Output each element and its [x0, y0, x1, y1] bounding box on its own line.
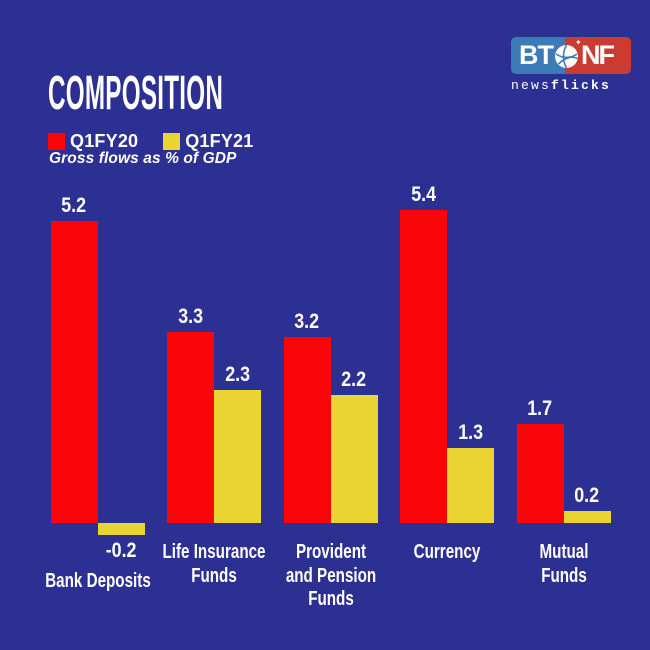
value-label-q1fy21-currency: 1.3: [458, 421, 483, 444]
legend-item-q1fy21: Q1FY21: [163, 131, 253, 152]
legend-label-q1fy20: Q1FY20: [70, 131, 139, 151]
value-label-q1fy21-provident-and-pension-funds: 2.2: [341, 368, 367, 391]
btnf-logo-box: BT NF ✦: [511, 37, 631, 74]
btnf-logo: BT NF ✦ newsflicks: [511, 37, 631, 93]
legend-swatch-q1fy21-icon: [163, 133, 181, 150]
bar-q1fy20-bank-deposits: [50, 221, 98, 523]
value-label-q1fy21-mutual-funds: 0.2: [574, 484, 600, 507]
logo-nf-panel: NF: [565, 37, 631, 74]
bar-q1fy21-life-insurance-funds: [214, 390, 261, 523]
bar-q1fy20-currency: [400, 210, 447, 523]
globe-ball-icon: [555, 44, 578, 69]
bar-q1fy20-provident-and-pension-funds: [283, 337, 331, 523]
category-label-life-insurance-funds: Life Insurance Funds: [162, 541, 266, 587]
wordmark-news: news: [511, 78, 552, 93]
bar-q1fy21-currency: [447, 448, 494, 523]
bar-q1fy21-provident-and-pension-funds: [330, 395, 378, 523]
category-label-provident-and-pension-funds: Provident and Pension Funds: [285, 541, 376, 610]
legend-swatch-q1fy20-icon: [48, 133, 65, 150]
newsflicks-wordmark: newsflicks: [511, 78, 631, 93]
value-label-q1fy21-bank-deposits: -0.2: [105, 539, 137, 562]
category-label-currency: Currency: [413, 541, 481, 563]
value-label-q1fy20-life-insurance-funds: 3.3: [178, 305, 203, 328]
chart-legend: Q1FY20 Q1FY21: [48, 131, 253, 152]
logo-nf-text: NF: [581, 40, 615, 70]
legend-item-q1fy20: Q1FY20: [48, 131, 138, 152]
logo-bt-text: BT: [519, 40, 554, 70]
category-label-mutual-funds: Mutual Funds: [539, 541, 588, 587]
chart-subtitle: Gross flows as % of GDP: [49, 150, 237, 167]
wordmark-flicks: flicks: [551, 78, 612, 93]
value-label-q1fy20-currency: 5.4: [411, 183, 436, 206]
value-label-q1fy20-provident-and-pension-funds: 3.2: [294, 310, 320, 333]
bar-q1fy21-bank-deposits: [97, 523, 145, 535]
bar-q1fy20-mutual-funds: [516, 424, 564, 523]
value-label-q1fy21-life-insurance-funds: 2.3: [225, 363, 250, 386]
category-label-bank-deposits: Bank Deposits: [44, 570, 151, 592]
legend-label-q1fy21: Q1FY21: [185, 131, 254, 151]
bar-q1fy20-life-insurance-funds: [167, 332, 214, 523]
sparkle-icon: ✦: [575, 38, 582, 47]
page-title-text: COMPOSITION: [48, 67, 224, 120]
value-label-q1fy20-mutual-funds: 1.7: [527, 397, 553, 420]
bar-q1fy21-mutual-funds: [563, 511, 611, 523]
page-title: COMPOSITION: [48, 70, 395, 118]
value-label-q1fy20-bank-deposits: 5.2: [61, 194, 87, 217]
